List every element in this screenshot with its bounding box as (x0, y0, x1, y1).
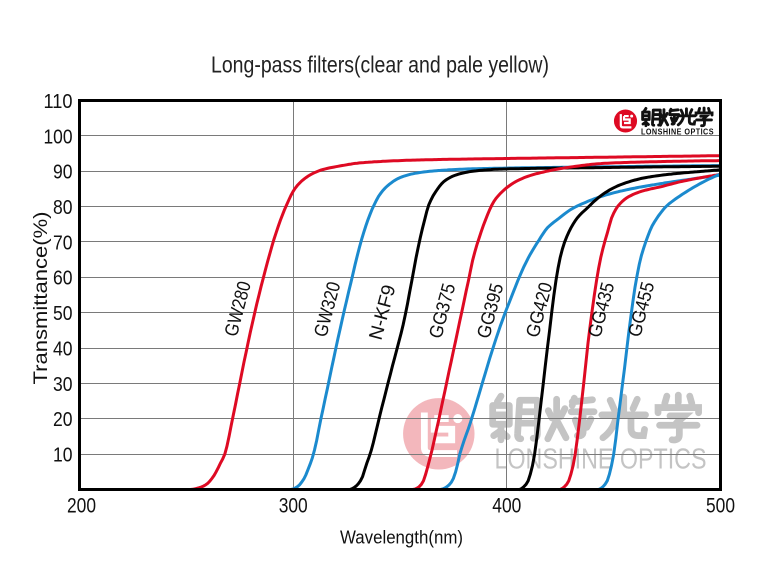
svg-text:20: 20 (53, 408, 73, 431)
svg-text:Transmittance(%): Transmittance(%) (30, 212, 52, 385)
svg-text:400: 400 (492, 494, 521, 518)
svg-text:500: 500 (706, 494, 735, 518)
svg-text:30: 30 (53, 373, 73, 396)
svg-text:10: 10 (53, 444, 73, 467)
svg-text:100: 100 (44, 125, 73, 148)
svg-text:Long-pass filters(clear and pa: Long-pass filters(clear and pale yellow) (211, 52, 549, 78)
svg-text:80: 80 (53, 196, 73, 219)
svg-text:200: 200 (67, 494, 96, 518)
svg-text:Wavelength(nm): Wavelength(nm) (340, 528, 463, 548)
svg-text:70: 70 (53, 231, 73, 254)
svg-text:300: 300 (279, 494, 308, 518)
svg-text:LONSHINE OPTICS: LONSHINE OPTICS (495, 444, 707, 476)
svg-text:40: 40 (53, 337, 73, 360)
svg-text:90: 90 (53, 161, 73, 184)
svg-text:60: 60 (53, 267, 73, 290)
svg-text:50: 50 (53, 302, 73, 325)
svg-text:LONSHINE OPTICS: LONSHINE OPTICS (641, 128, 714, 137)
svg-text:110: 110 (44, 90, 73, 113)
